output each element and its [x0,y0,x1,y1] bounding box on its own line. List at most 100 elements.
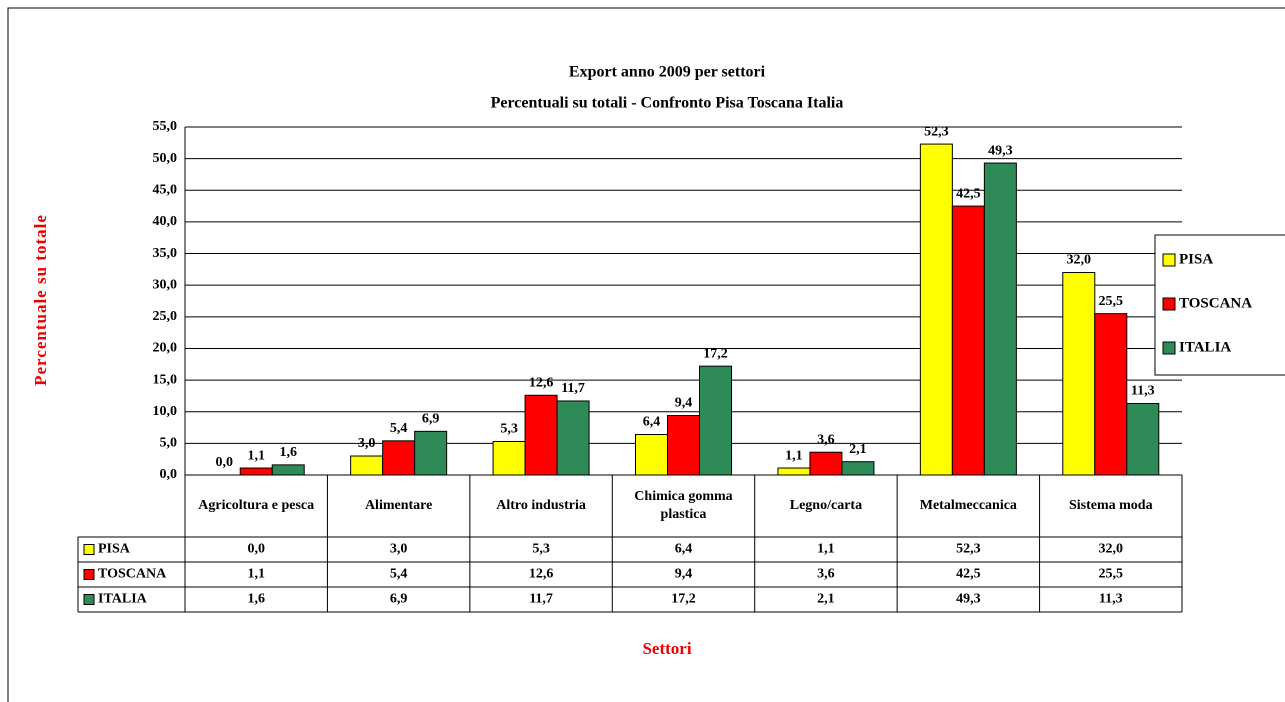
bar [350,455,384,476]
table-row-label: PISA [98,542,131,557]
data-label: 32,0 [1067,253,1092,268]
bar [809,451,843,476]
bar [699,365,732,476]
data-label: 0,0 [215,455,233,470]
chart-subtitle: Percentuali su totali - Confronto Pisa T… [491,95,844,112]
table-cell: 5,4 [390,567,408,582]
x-tick-label-box: Alimentare [364,497,433,513]
x-tick-label-box: Legno/carta [789,497,863,513]
bar [983,162,1017,476]
bar [556,400,590,476]
data-label: 52,3 [924,124,949,139]
table-row-label: ITALIA [98,592,148,607]
x-tick-label: Legno/carta [789,497,863,513]
table-cell: 32,0 [1099,542,1124,557]
table-cell: 9,4 [675,567,693,582]
bar [951,205,985,476]
x-tick-label: Altro industria [496,497,586,513]
bar [239,467,273,476]
y-tick-label: 35,0 [153,246,178,261]
table-cell: 0,0 [247,542,265,557]
table-swatch [83,594,95,605]
bar [271,464,305,476]
table-cell: 3,6 [817,567,835,582]
data-label: 3,0 [358,436,376,451]
bar [1062,272,1096,476]
data-label: 2,1 [849,442,867,457]
table-swatch [83,569,95,580]
table-cell: 52,3 [956,542,981,557]
bar [414,430,448,476]
legend-label: PISA [1179,251,1213,267]
table-cell: 1,1 [817,542,835,557]
y-tick-label: 10,0 [153,404,178,419]
bar [841,461,875,476]
x-tick-label: Agricoltura e pesca [198,497,315,513]
data-label: 11,3 [1131,384,1155,399]
y-tick-label: 25,0 [153,309,178,324]
x-tick-label: Metalmeccanica [919,497,1017,513]
table-cell: 12,6 [529,567,554,582]
data-label: 1,1 [785,448,803,463]
data-label: 5,3 [500,422,518,437]
x-tick-label: Sistema moda [1068,497,1153,513]
data-label: 9,4 [675,396,693,411]
table-cell: 25,5 [1099,567,1124,582]
x-tick-label-box: Sistema moda [1068,497,1153,513]
bar [635,434,668,476]
legend-label: TOSCANA [1179,295,1252,311]
table-swatch [83,544,95,555]
y-tick-label: 5,0 [160,436,178,451]
table-cell: 6,4 [675,542,693,557]
table-cell: 3,0 [390,542,408,557]
table-cell: 17,2 [671,592,696,607]
y-tick-label: 50,0 [153,151,178,166]
bar [667,415,700,476]
data-label: 17,2 [703,346,728,361]
data-label: 5,4 [390,421,408,436]
y-tick-label: 45,0 [153,182,178,197]
data-label: 42,5 [956,186,981,201]
bar [1126,403,1160,476]
data-label: 25,5 [1099,294,1124,309]
legend-swatch [1162,253,1176,267]
bar [919,143,953,476]
x-tick-label: Chimica gomma plastica [634,488,733,522]
x-tick-label-box: Metalmeccanica [919,497,1017,513]
legend-label: ITALIA [1179,339,1231,355]
bar [1094,313,1128,476]
x-tick-label-box: Chimica gomma plastica [634,488,733,522]
legend-swatch [1162,341,1176,355]
x-axis-label: Settori [642,639,691,658]
table-cell: 11,7 [529,592,553,607]
y-tick-label: 20,0 [153,341,178,356]
y-tick-label: 0,0 [160,467,178,482]
table-cell: 1,1 [247,567,265,582]
table-row-label: TOSCANA [98,567,167,582]
chart-frame [7,7,1285,702]
data-label: 49,3 [988,143,1013,158]
y-axis-label: Percentuale su totale [31,214,50,386]
table-cell: 49,3 [956,592,981,607]
legend-box [1154,234,1285,376]
table-cell: 6,9 [390,592,408,607]
table-cell: 5,3 [532,542,550,557]
data-label: 3,6 [817,432,835,447]
x-tick-label-box: Altro industria [496,497,586,513]
x-tick-label: Alimentare [364,497,433,513]
y-tick-label: 30,0 [153,277,178,292]
legend-swatch [1162,297,1176,311]
x-tick-label-box: Agricoltura e pesca [198,497,315,513]
bar [524,394,558,476]
bar [777,467,811,476]
y-tick-label: 40,0 [153,214,178,229]
table-cell: 2,1 [817,592,835,607]
table-cell: 11,3 [1099,592,1123,607]
y-tick-label: 15,0 [153,372,178,387]
bar [492,440,526,476]
bar [382,440,416,476]
chart-title: Export anno 2009 per settori [569,64,766,81]
y-tick-label: 55,0 [153,119,178,134]
data-label: 1,1 [247,448,265,463]
data-label: 6,4 [643,415,661,430]
